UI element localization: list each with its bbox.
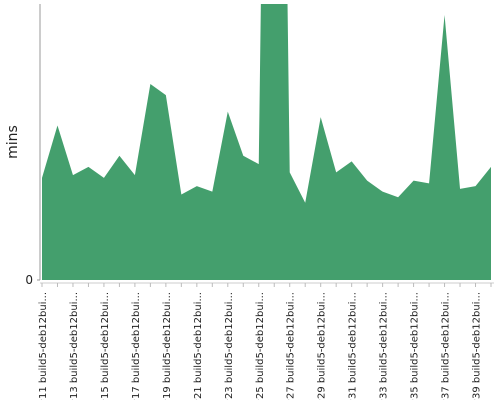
x-tick-label: #39 build5-deb12bui... (472, 292, 483, 400)
x-tick-label: #31 build5-deb12bui... (348, 292, 359, 400)
x-tick-label: #13 build5-deb12bui... (69, 292, 80, 400)
x-tick-label: #15 build5-deb12bui... (100, 292, 111, 400)
x-tick-label: #17 build5-deb12bui... (131, 292, 142, 400)
x-tick-label: #11 build5-deb12bui... (38, 292, 49, 400)
x-tick-label: #23 build5-deb12bui... (224, 292, 235, 400)
x-tick-label: #37 build5-deb12bui... (441, 292, 452, 400)
y-axis-label: mins (5, 125, 21, 159)
x-tick-label: #19 build5-deb12bui... (162, 292, 173, 400)
x-tick-label: #27 build5-deb12bui... (286, 292, 297, 400)
x-tick-label: #33 build5-deb12bui... (379, 292, 390, 400)
area (42, 4, 491, 280)
x-tick-label: #25 build5-deb12bui... (255, 292, 266, 400)
y-tick-label: 0 (25, 273, 33, 287)
x-tick-label: #21 build5-deb12bui... (193, 292, 204, 400)
x-tick-label: #29 build5-deb12bui... (317, 292, 328, 400)
x-tick-label: #35 build5-deb12bui... (410, 292, 421, 400)
